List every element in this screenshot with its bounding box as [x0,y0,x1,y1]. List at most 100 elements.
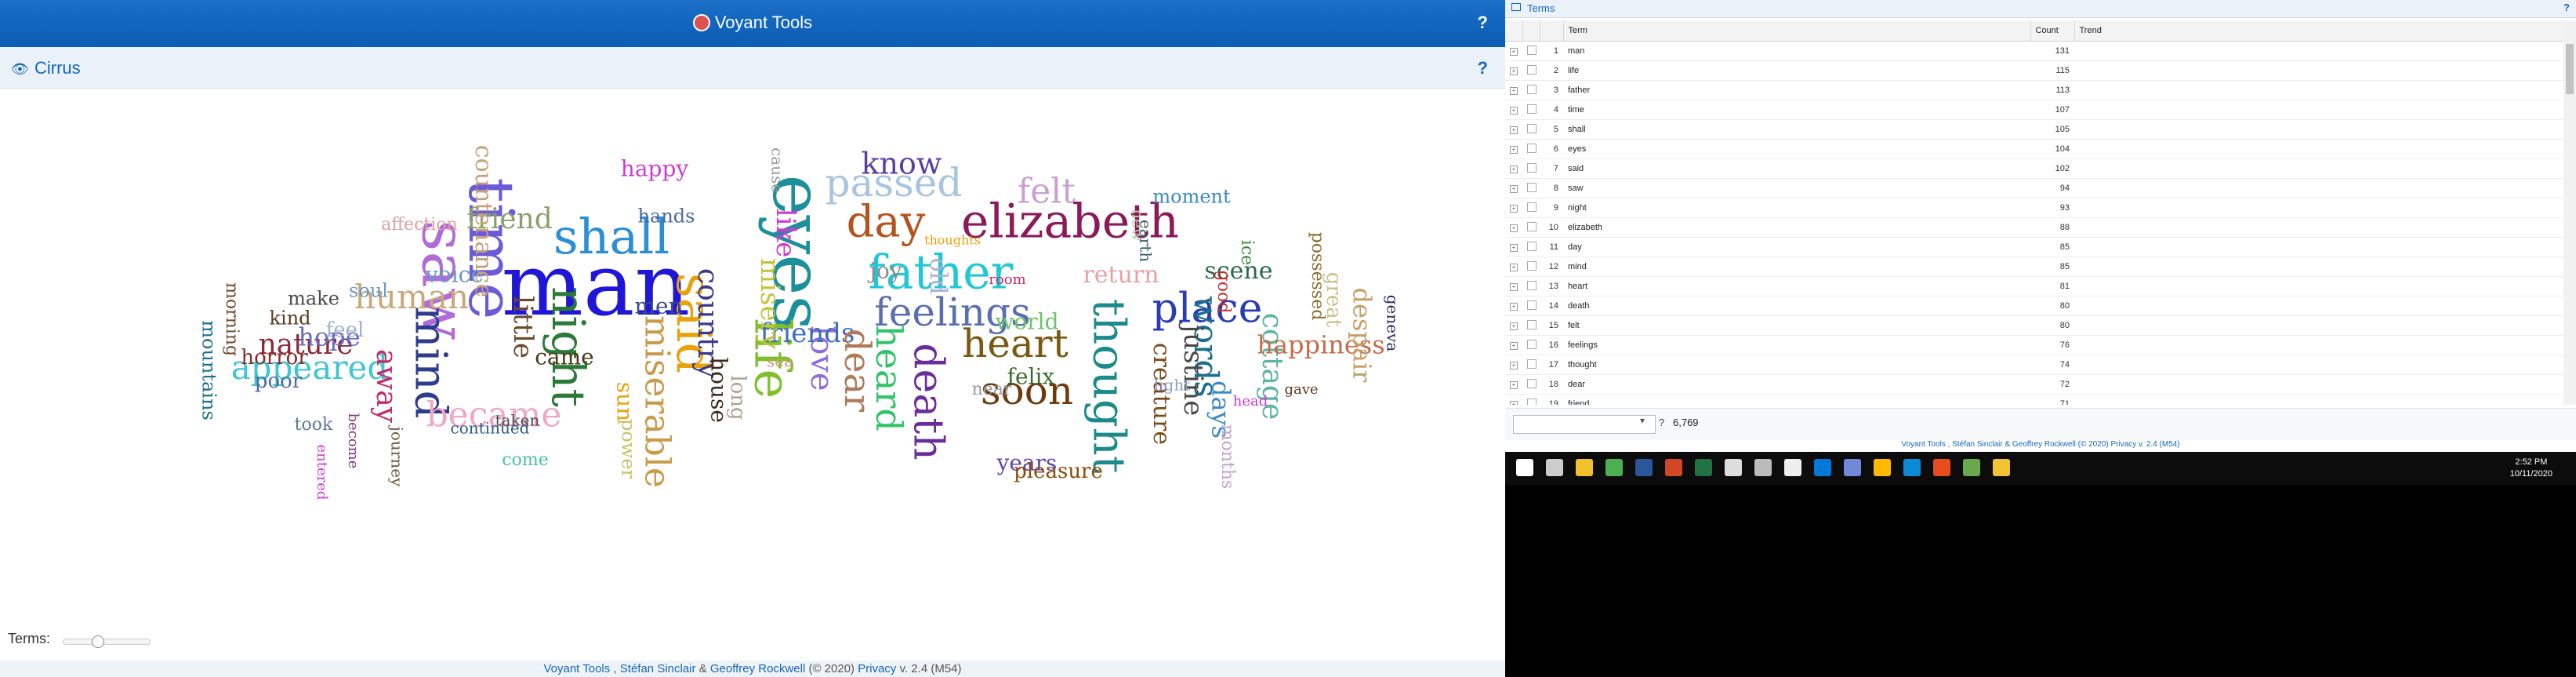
app-help-button[interactable]: ? [1477,13,1488,32]
edge-icon[interactable] [1903,459,1921,476]
mail-icon[interactable] [1814,459,1831,476]
cloud-word[interactable]: thoughts [924,233,981,248]
settings-icon[interactable] [1784,459,1801,476]
table-row[interactable]: +11 day 85 [1505,237,2563,257]
expand-icon[interactable]: + [1510,48,1518,56]
cloud-word[interactable]: joy [867,258,902,284]
windows-start-icon[interactable] [1516,459,1533,476]
row-checkbox[interactable] [1527,359,1537,369]
cloud-word[interactable]: away [370,349,402,424]
file-explorer-icon[interactable] [1576,459,1593,476]
table-row[interactable]: +6 eyes 104 [1505,139,2563,159]
row-checkbox[interactable] [1527,143,1537,153]
row-checkbox[interactable] [1527,123,1537,133]
cloud-word[interactable]: hands [638,206,695,227]
row-checkbox[interactable] [1527,339,1537,349]
terms-scrollbar[interactable] [2563,20,2576,405]
eye-icon[interactable]: 👁 [11,61,29,77]
cloud-word[interactable]: cause [768,147,787,193]
table-row[interactable]: +15 felt 80 [1505,315,2563,336]
word-icon[interactable] [1635,459,1653,476]
col-trend[interactable]: Trend [2074,20,2563,42]
chrome-icon[interactable] [1605,459,1623,476]
cloud-word[interactable]: thought [1083,299,1134,474]
cloud-word[interactable]: hope [298,322,360,352]
row-checkbox[interactable] [1527,104,1537,114]
cloud-word[interactable]: near [972,380,1012,399]
cloud-word[interactable]: saw [408,220,479,340]
cloud-word[interactable]: little [507,296,539,359]
author-link-2[interactable]: Geoffrey Rockwell [709,662,806,675]
row-checkbox[interactable] [1527,182,1537,192]
cloud-word[interactable]: room [989,271,1025,288]
cloud-word[interactable]: friend [466,203,553,235]
cloud-word[interactable]: taken [495,411,540,430]
col-count[interactable]: Count [2030,20,2075,42]
cloud-word[interactable]: good [1214,271,1233,314]
cloud-word[interactable]: possessed [1308,232,1327,321]
author-link-1[interactable]: Stéfan Sinclair [619,662,696,675]
expand-icon[interactable]: + [1510,264,1518,271]
row-checkbox[interactable] [1527,280,1537,290]
git-icon[interactable] [1993,459,2010,476]
cloud-word[interactable]: man [502,235,691,335]
cloud-word[interactable]: heart [962,321,1068,366]
cloud-word[interactable]: affection [381,215,457,235]
expand-icon[interactable]: + [1510,224,1518,232]
cloud-word[interactable]: appeared [231,348,389,387]
taskbar-clock[interactable]: 2:52 PM 10/11/2020 [2510,457,2552,480]
expand-icon[interactable]: + [1510,401,1518,405]
cloud-word[interactable]: months [1217,424,1237,490]
cloud-word[interactable]: eyes [757,174,838,330]
cloud-word[interactable]: misery [754,258,785,350]
row-checkbox[interactable] [1527,221,1537,231]
cloud-word[interactable]: know [862,147,942,181]
cloud-word[interactable]: light [1154,376,1191,395]
row-checkbox[interactable] [1527,202,1537,212]
privacy-link[interactable]: Privacy [858,662,897,675]
cloud-word[interactable]: voice [425,262,484,288]
cloud-word[interactable]: geneva [1384,295,1402,352]
cloud-word[interactable]: mountains [198,320,220,420]
cloud-word[interactable]: came [535,344,594,370]
cloud-word[interactable]: happy [621,156,689,182]
cloud-word[interactable]: continued [451,419,530,438]
row-checkbox[interactable] [1527,162,1537,173]
cloud-word[interactable]: entered [314,445,330,500]
cloud-word[interactable]: words [1187,296,1225,398]
table-row[interactable]: +3 father 113 [1505,80,2563,100]
cloud-word[interactable]: scene [1204,257,1272,285]
expand-icon[interactable]: + [1510,185,1518,193]
search-input[interactable] [1513,415,1656,434]
cloud-word[interactable]: world [995,309,1058,335]
cloud-word[interactable]: great [1322,272,1345,328]
expand-icon[interactable]: + [1510,107,1518,115]
cloud-word[interactable]: place [1152,286,1263,333]
expand-icon[interactable]: + [1510,126,1518,134]
cloud-word[interactable]: sea [767,352,793,371]
row-checkbox[interactable] [1527,260,1537,271]
row-checkbox[interactable] [1527,84,1537,94]
app-icon[interactable] [1725,459,1742,476]
cloud-word[interactable]: horror [241,346,308,369]
table-row[interactable]: +10 elizabeth 88 [1505,217,2563,238]
expand-icon[interactable]: + [1510,244,1518,252]
table-row[interactable]: +4 time 107 [1505,100,2563,120]
table-row[interactable]: +14 death 80 [1505,296,2563,316]
cloud-word[interactable]: new [1129,209,1148,242]
cloud-word[interactable]: heard [868,325,910,431]
cloud-word[interactable]: life [743,318,801,399]
cloud-word[interactable]: human [354,278,469,316]
cloud-word[interactable]: felix [1007,364,1055,390]
cloud-word[interactable]: moment [1152,186,1231,208]
cloud-word[interactable]: became [426,395,562,435]
row-checkbox[interactable] [1527,45,1537,55]
row-checkbox[interactable] [1527,319,1537,329]
expand-icon[interactable]: + [1510,166,1518,173]
row-checkbox[interactable] [1527,398,1537,405]
cloud-word[interactable]: cottage [1256,313,1288,420]
table-row[interactable]: +12 mind 85 [1505,257,2563,277]
search-help[interactable]: ? [1659,417,1665,428]
table-row[interactable]: +5 shall 105 [1505,119,2563,140]
expand-icon[interactable]: + [1510,362,1518,369]
